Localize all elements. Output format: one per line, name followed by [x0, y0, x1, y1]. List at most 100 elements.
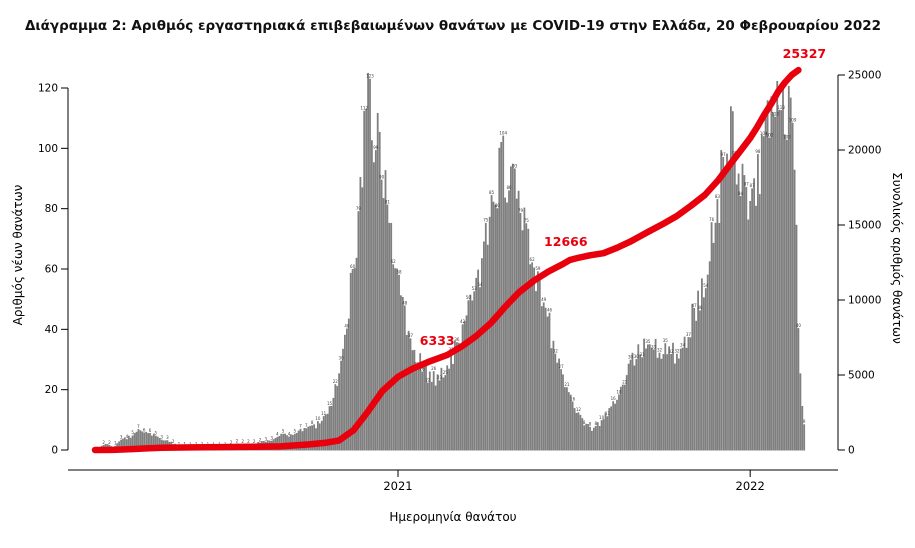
daily-deaths-bar: [598, 426, 601, 451]
daily-deaths-bar: [641, 357, 643, 451]
daily-deaths-bar: [326, 413, 329, 451]
bar-value-label: 26: [431, 366, 437, 371]
daily-deaths-bar: [637, 344, 640, 451]
daily-deaths-bar: [600, 420, 603, 451]
daily-deaths-bar: [481, 258, 483, 451]
daily-deaths-bar: [784, 134, 786, 451]
bar-value-label: 30: [628, 355, 634, 360]
bar-value-label: 35: [663, 338, 669, 343]
daily-deaths-bar: [434, 385, 437, 451]
right-axis-tick-label: 20000: [848, 145, 881, 157]
daily-deaths-bar: [284, 433, 286, 451]
daily-deaths-bar: [446, 365, 449, 451]
bar-value-label: 47: [692, 303, 698, 308]
daily-deaths-bar: [405, 335, 408, 451]
daily-deaths-bar: [386, 204, 389, 451]
daily-deaths-bar: [652, 349, 655, 451]
daily-deaths-bar: [778, 109, 780, 451]
bar-value-label: 2: [253, 439, 256, 444]
daily-deaths-bar: [494, 204, 497, 451]
daily-deaths-bar: [701, 278, 703, 451]
daily-deaths-bar: [679, 348, 682, 451]
bar-value-label: 32: [553, 348, 559, 353]
bar-value-label: 104: [760, 131, 768, 136]
daily-deaths-bar: [573, 408, 576, 451]
bar-value-label: 37: [408, 333, 414, 338]
bar-value-label: 2: [172, 439, 175, 444]
daily-deaths-bar: [791, 122, 794, 451]
daily-deaths-bar: [118, 441, 120, 451]
bar-value-label: 42: [460, 319, 466, 324]
bar-value-label: 4: [126, 434, 129, 439]
daily-deaths-bar: [706, 274, 709, 451]
left-axis-tick-label: 20: [45, 384, 58, 396]
daily-deaths-bar: [513, 168, 516, 451]
axes: 0 20 40 60 80 100 120 0 5000 10000 15000 20000 25000…: [38, 70, 881, 494]
daily-deaths-bar: [660, 358, 663, 451]
daily-deaths-bar: [369, 78, 371, 451]
daily-deaths-bar: [432, 371, 435, 451]
daily-deaths-bar: [459, 350, 462, 451]
daily-deaths-bar: [394, 268, 396, 451]
daily-deaths-bar: [373, 162, 375, 451]
bar-value-label: 2: [230, 440, 233, 445]
daily-deaths-bar: [145, 431, 148, 451]
daily-deaths-bar: [320, 420, 323, 451]
bar-value-label: 80: [495, 203, 501, 208]
daily-deaths-bar: [425, 365, 427, 451]
x-axis-tick-label: 2021: [383, 479, 412, 493]
daily-deaths-bar: [544, 307, 547, 451]
daily-deaths-bar: [307, 426, 310, 451]
daily-deaths-bar: [477, 269, 479, 451]
daily-deaths-bar: [724, 168, 726, 451]
bar-value-label: 34: [680, 343, 686, 348]
bar-value-label: 32: [674, 349, 680, 354]
daily-deaths-bar: [357, 211, 360, 451]
bar-value-label: 110: [771, 112, 779, 117]
bar-value-label: 40: [344, 323, 350, 328]
daily-deaths-bar: [448, 368, 450, 451]
daily-deaths-bar: [556, 362, 559, 451]
daily-deaths-bar: [427, 382, 429, 451]
daily-deaths-bar: [731, 111, 734, 451]
right-axis-label: Συνολικός αριθμός θανάτων: [890, 172, 904, 344]
bar-value-label: 62: [391, 259, 397, 264]
daily-deaths-bar: [380, 179, 383, 451]
daily-deaths-bar: [450, 352, 452, 451]
daily-deaths-bar: [299, 428, 302, 451]
daily-deaths-bar: [454, 340, 456, 451]
daily-deaths-bar: [355, 257, 358, 451]
daily-deaths-bar: [413, 349, 416, 451]
daily-deaths-bar: [322, 416, 325, 451]
daily-deaths-bar: [739, 196, 742, 451]
daily-deaths-bar: [500, 142, 503, 451]
daily-deaths-bar: [537, 271, 539, 451]
bar-value-label: 6: [143, 427, 146, 432]
daily-deaths-bar: [363, 110, 366, 451]
daily-deaths-bar: [703, 297, 705, 451]
daily-deaths-bar: [685, 347, 688, 451]
bar-value-label: 7: [299, 424, 302, 429]
daily-deaths-bar: [486, 244, 489, 451]
daily-deaths-bar: [612, 401, 615, 451]
bar-value-label: 123: [366, 74, 374, 79]
bar-value-label: 76: [709, 217, 715, 222]
bar-value-label: 59: [535, 266, 541, 271]
daily-deaths-bar: [438, 380, 441, 451]
daily-deaths-bar: [515, 198, 518, 451]
daily-deaths-bar: [650, 347, 653, 451]
bar-value-label: 97: [721, 152, 727, 157]
daily-deaths-bar: [745, 186, 748, 451]
bar-value-label: 33: [651, 344, 657, 349]
bar-value-label: 112: [360, 106, 368, 111]
bar-value-label: 12: [576, 407, 582, 412]
left-axis-label: Αριθμός νέων θανάτων: [11, 184, 25, 325]
daily-deaths-bar: [465, 315, 468, 451]
bar-value-label: 99: [373, 145, 379, 150]
daily-deaths-bar: [720, 150, 723, 451]
daily-deaths-bar: [741, 163, 744, 451]
bar-value-label: 2: [102, 440, 105, 445]
daily-deaths-bar: [633, 365, 636, 451]
daily-deaths-bar: [722, 157, 725, 451]
daily-deaths-bar: [585, 423, 588, 451]
